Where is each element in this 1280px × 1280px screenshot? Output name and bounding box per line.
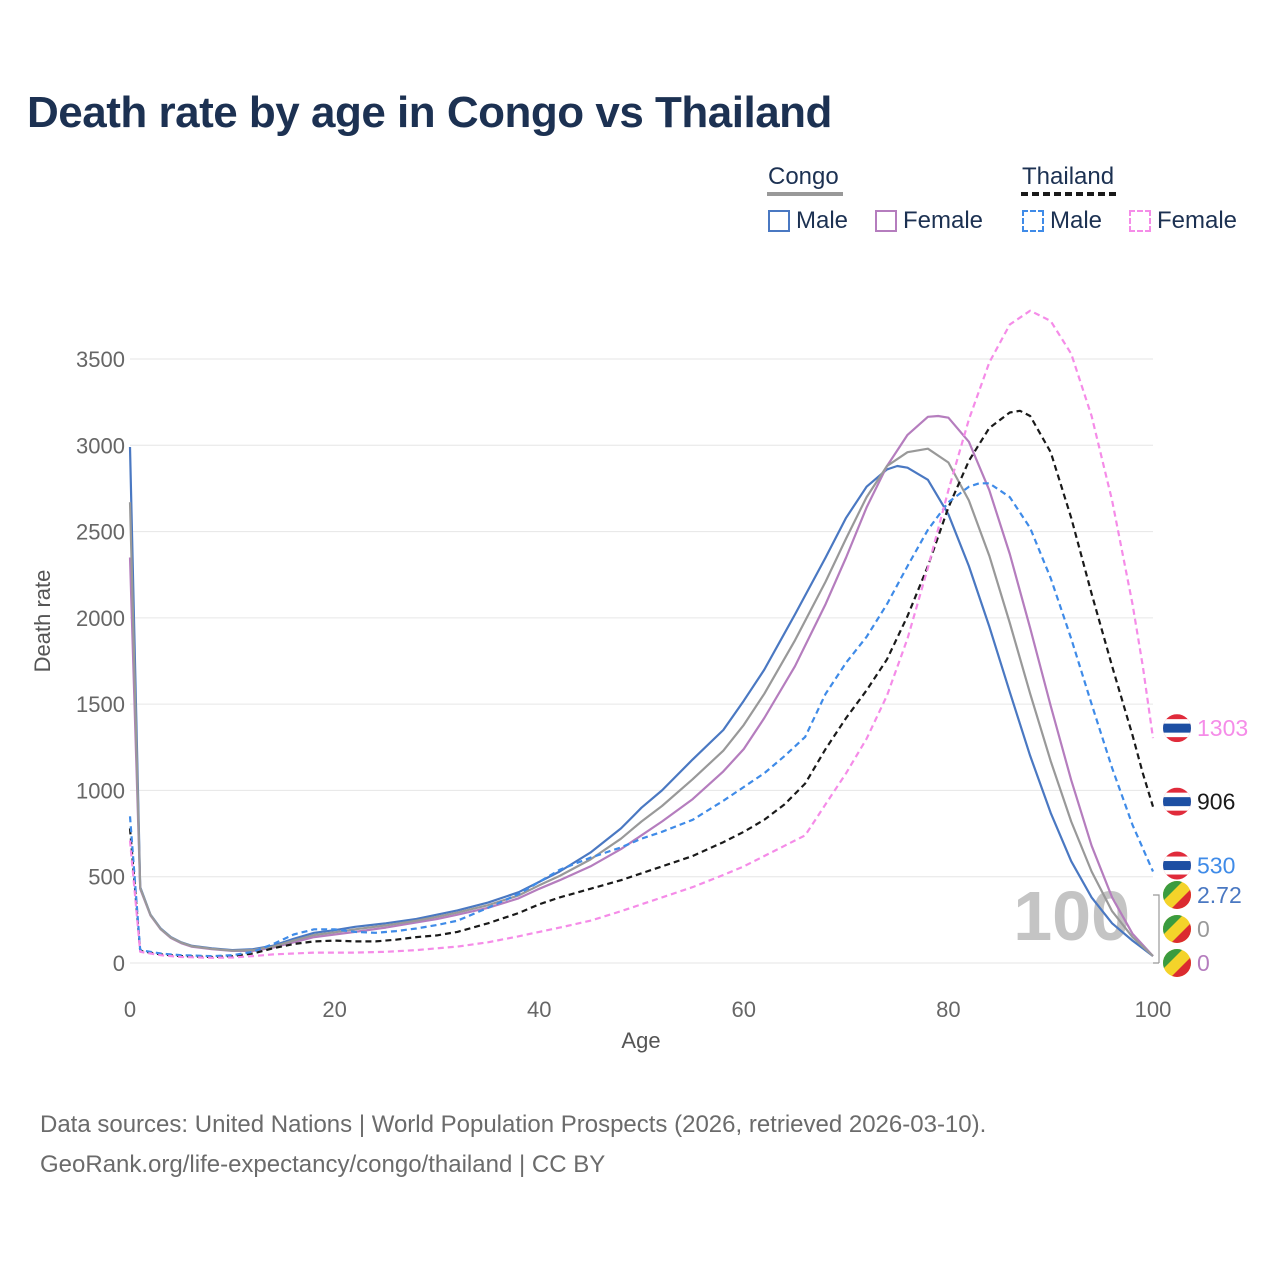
flag-thailand-blue	[1163, 797, 1191, 807]
series-line-thailand-female	[128, 309, 1155, 959]
y-tick-label: 2500	[76, 520, 125, 545]
end-label-congo-male: 2.72	[1197, 882, 1242, 908]
legend-label: Male	[796, 207, 849, 234]
legend-group-thailand-title: Thailand	[1022, 163, 1115, 190]
footer-sources: Data sources: United Nations | World Pop…	[40, 1111, 987, 1138]
y-tick-label: 500	[88, 865, 125, 890]
y-axis-label: Death rate	[30, 570, 55, 673]
end-flag-congo-0	[1163, 881, 1191, 909]
legend-label: Female	[903, 207, 984, 234]
y-tick-label: 1500	[76, 692, 125, 717]
series-line-thailand-both	[128, 409, 1155, 959]
legend-item-congo-female[interactable]: Female	[875, 207, 983, 235]
x-axis-label: Age	[621, 1028, 660, 1053]
series-line-thailand-male	[128, 482, 1155, 958]
y-tick-label: 0	[113, 951, 125, 976]
x-tick-label: 80	[936, 997, 960, 1022]
flag-congo-red	[1171, 923, 1191, 943]
legend-label: Male	[1050, 207, 1103, 234]
legend-swatch-congo-male	[768, 210, 790, 232]
legend-group-congo-title: Congo	[768, 163, 839, 190]
series-lines	[128, 309, 1155, 959]
y-tick-label: 3000	[76, 433, 125, 458]
legend-label: Female	[1157, 207, 1238, 234]
legend-group-congo-underline	[767, 192, 843, 196]
flag-thailand-blue	[1163, 723, 1191, 733]
end-label-thailand-male: 530	[1197, 853, 1235, 879]
flag-congo-green	[1163, 881, 1183, 901]
flag-congo-red	[1171, 889, 1191, 909]
flag-congo-green	[1163, 949, 1183, 969]
end-flag-thailand-0	[1163, 714, 1191, 743]
watermark-year: 100	[1013, 877, 1130, 955]
flag-congo-green	[1163, 915, 1183, 935]
x-tick-label: 20	[322, 997, 346, 1022]
legend-group-thailand-underline	[1021, 192, 1119, 196]
end-label-thailand-both-: 906	[1197, 789, 1235, 815]
end-label-congo-female: 0	[1197, 950, 1210, 976]
x-axis-ticks: 0 20 40 60 80 100	[124, 997, 1171, 1022]
footer-link[interactable]: GeoRank.org/life-expectancy/congo/thaila…	[40, 1151, 606, 1178]
legend-item-thailand-male[interactable]: Male	[1022, 207, 1102, 235]
x-tick-label: 0	[124, 997, 136, 1022]
end-flag-thailand-2	[1163, 851, 1191, 880]
series-line-congo-both	[128, 447, 1154, 957]
flag-thailand-blue	[1163, 861, 1191, 871]
end-flag-congo-1	[1163, 915, 1191, 943]
legend-item-congo-male[interactable]: Male	[768, 207, 848, 235]
legend-swatch-thailand-male	[1022, 210, 1044, 232]
x-tick-label: 60	[732, 997, 756, 1022]
end-flag-thailand-1	[1163, 787, 1191, 816]
legend-item-thailand-female[interactable]: Female	[1129, 207, 1237, 235]
chart-title: Death rate by age in Congo vs Thailand	[27, 88, 832, 137]
end-labels: 1303 906 530 2.72 0 0	[1153, 714, 1248, 977]
end-label-congo-both-: 0	[1197, 916, 1210, 942]
congo-bracket	[1153, 894, 1160, 964]
y-tick-label: 3500	[76, 347, 125, 372]
x-tick-label: 100	[1135, 997, 1172, 1022]
end-label-thailand-female: 1303	[1197, 715, 1248, 741]
legend-swatch-congo-female	[875, 210, 897, 232]
end-flag-congo-2	[1163, 949, 1191, 977]
y-axis-ticks: 0 500 1000 1500 2000 2500 3000 3500	[76, 347, 125, 976]
flag-congo-red	[1171, 957, 1191, 977]
series-line-congo-female	[128, 414, 1154, 957]
legend-swatch-thailand-female	[1129, 210, 1151, 232]
y-tick-label: 1000	[76, 778, 125, 803]
footer: Data sources: United Nations | World Pop…	[40, 1105, 986, 1185]
x-tick-label: 40	[527, 997, 551, 1022]
grid-lines	[130, 358, 1153, 964]
y-tick-label: 2000	[76, 606, 125, 631]
